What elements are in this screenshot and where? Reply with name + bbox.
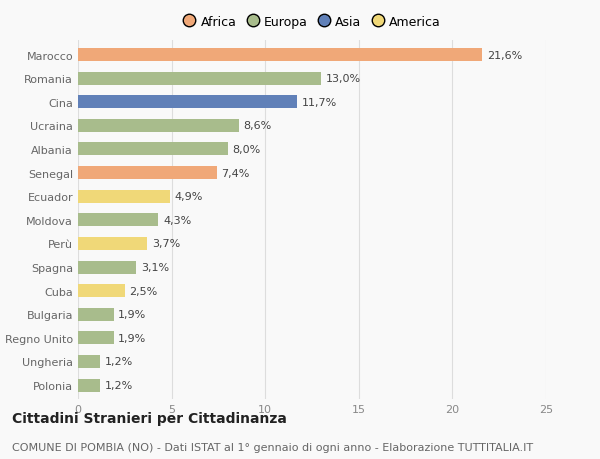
Text: 4,9%: 4,9%	[175, 192, 203, 202]
Bar	[78, 167, 217, 179]
Bar	[78, 73, 322, 85]
Text: 1,9%: 1,9%	[118, 333, 146, 343]
Text: 1,2%: 1,2%	[105, 357, 133, 367]
Text: 2,5%: 2,5%	[130, 286, 158, 296]
Text: 21,6%: 21,6%	[487, 50, 522, 61]
Bar	[78, 96, 297, 109]
Text: Cittadini Stranieri per Cittadinanza: Cittadini Stranieri per Cittadinanza	[12, 411, 287, 425]
Text: 3,1%: 3,1%	[141, 263, 169, 273]
Bar	[78, 49, 482, 62]
Bar	[78, 120, 239, 133]
Text: 1,9%: 1,9%	[118, 309, 146, 319]
Text: 7,4%: 7,4%	[221, 168, 250, 178]
Text: 11,7%: 11,7%	[302, 98, 337, 107]
Bar	[78, 355, 100, 368]
Bar	[78, 308, 113, 321]
Legend: Africa, Europa, Asia, America: Africa, Europa, Asia, America	[179, 12, 445, 32]
Text: 1,2%: 1,2%	[105, 380, 133, 390]
Text: 8,6%: 8,6%	[244, 121, 272, 131]
Bar	[78, 261, 136, 274]
Text: COMUNE DI POMBIA (NO) - Dati ISTAT al 1° gennaio di ogni anno - Elaborazione TUT: COMUNE DI POMBIA (NO) - Dati ISTAT al 1°…	[12, 442, 533, 452]
Bar	[78, 285, 125, 297]
Bar	[78, 237, 147, 250]
Bar	[78, 190, 170, 203]
Text: 4,3%: 4,3%	[163, 215, 191, 225]
Text: 13,0%: 13,0%	[326, 74, 361, 84]
Bar	[78, 143, 228, 156]
Bar	[78, 379, 100, 392]
Text: 3,7%: 3,7%	[152, 239, 180, 249]
Bar	[78, 214, 158, 227]
Bar	[78, 331, 113, 345]
Text: 8,0%: 8,0%	[232, 145, 260, 155]
